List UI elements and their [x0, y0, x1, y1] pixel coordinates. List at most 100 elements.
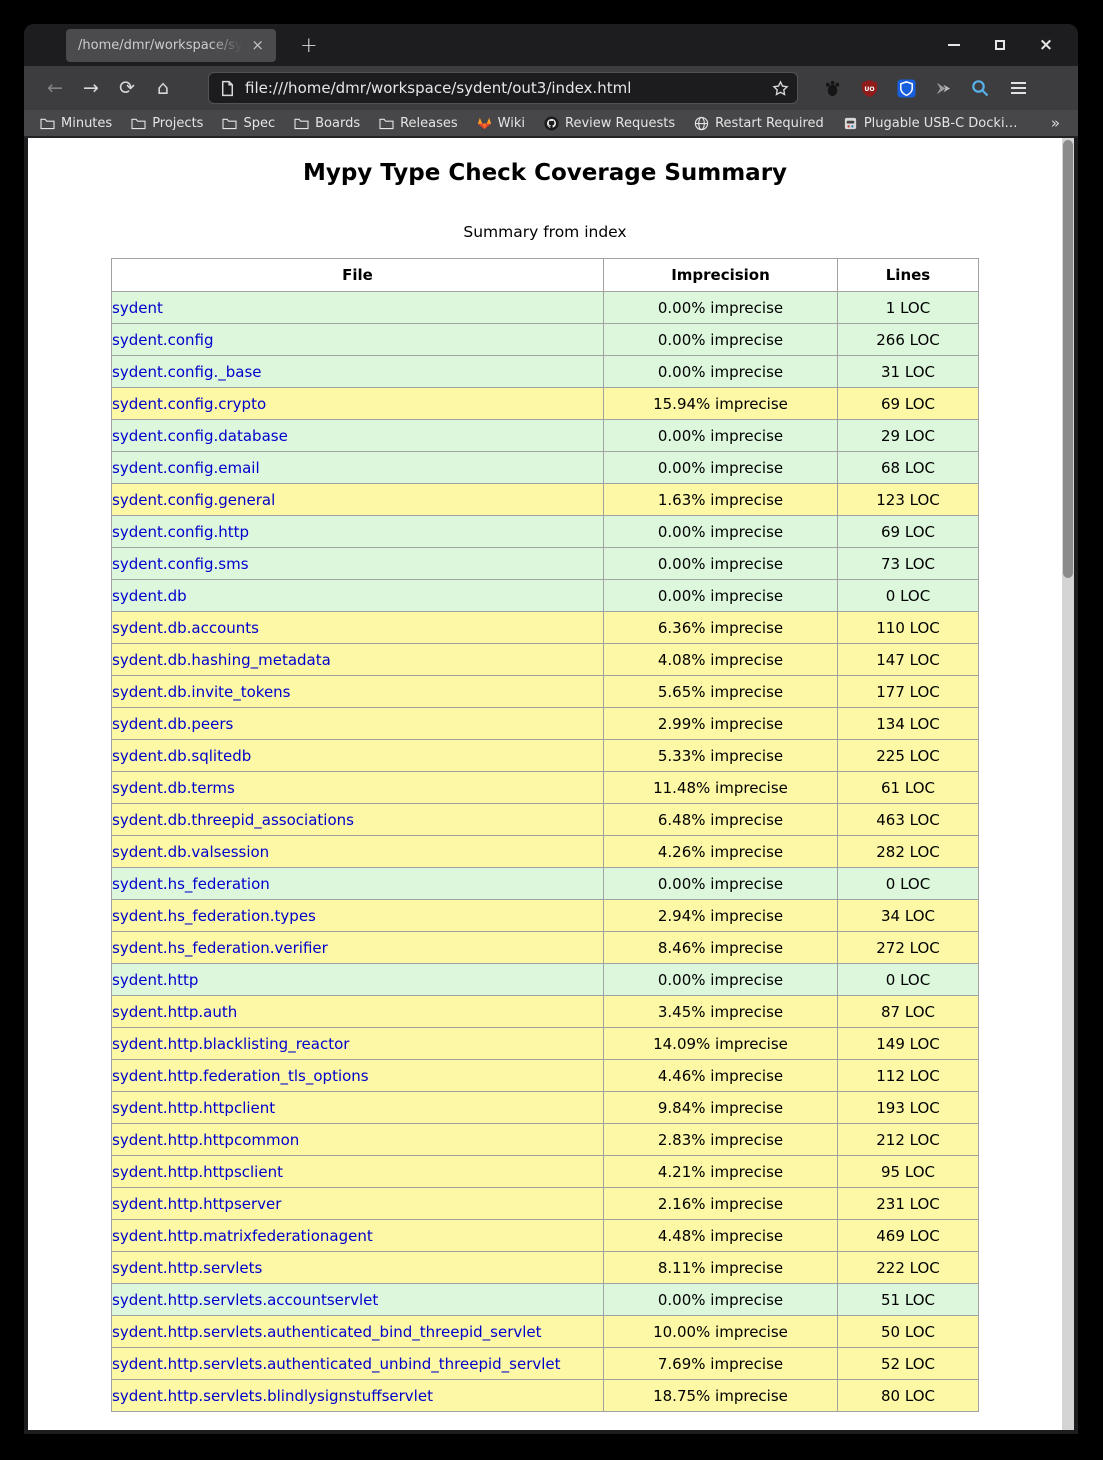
folder-icon [40, 118, 55, 129]
send-arrow-icon[interactable] [933, 78, 953, 98]
bookmark-plugable-dock[interactable]: Plugable USB-C Docki… [843, 116, 1018, 131]
file-link[interactable]: sydent.http.servlets.accountservlet [112, 1290, 379, 1309]
file-link[interactable]: sydent.http.auth [112, 1002, 238, 1021]
menu-button[interactable] [1007, 78, 1030, 98]
file-link[interactable]: sydent.hs_federation.types [112, 906, 316, 925]
minimize-button[interactable] [942, 33, 966, 57]
file-link[interactable]: sydent.hs_federation.verifier [112, 938, 328, 957]
file-link[interactable]: sydent.http.servlets.blindlysignstuffser… [112, 1386, 433, 1405]
lines-cell: 177 LOC [837, 675, 979, 708]
file-link[interactable]: sydent.config.crypto [112, 394, 267, 413]
table-row: sydent.http 0.00% imprecise 0 LOC [111, 963, 979, 996]
file-cell: sydent.db.peers [111, 707, 604, 740]
file-cell: sydent.hs_federation.types [111, 899, 604, 932]
search-icon[interactable] [970, 78, 990, 98]
file-link[interactable]: sydent.db.sqlitedb [112, 746, 252, 765]
reload-button[interactable]: ⟳ [119, 77, 135, 99]
file-link[interactable]: sydent.db.peers [112, 714, 234, 733]
url-bar[interactable]: file:///home/dmr/workspace/sydent/out3/i… [208, 72, 798, 104]
imprecision-cell: 0.00% imprecise [603, 419, 838, 452]
lines-cell: 225 LOC [837, 739, 979, 772]
imprecision-cell: 18.75% imprecise [603, 1379, 838, 1412]
menu-icon [1011, 82, 1026, 84]
tab-close-icon[interactable]: × [251, 35, 264, 54]
maximize-button[interactable] [988, 33, 1012, 57]
file-link[interactable]: sydent.config [112, 330, 214, 349]
browser-tab[interactable]: /home/dmr/workspace/syden × [66, 28, 276, 62]
imprecision-cell: 10.00% imprecise [603, 1315, 838, 1348]
file-link[interactable]: sydent.db.valsession [112, 842, 270, 861]
file-cell: sydent.config._base [111, 355, 604, 388]
file-link[interactable]: sydent.config.email [112, 458, 260, 477]
file-link[interactable]: sydent.config.sms [112, 554, 249, 573]
file-link[interactable]: sydent.http.matrixfederationagent [112, 1226, 373, 1245]
file-cell: sydent.config.general [111, 483, 604, 516]
globe-icon [694, 116, 709, 130]
new-tab-button[interactable]: + [300, 33, 318, 57]
lines-cell: 34 LOC [837, 899, 979, 932]
back-button[interactable]: ← [47, 77, 63, 99]
bookmark-star-icon[interactable] [772, 79, 789, 97]
bookmark-restart-required[interactable]: Restart Required [694, 116, 824, 131]
bookmarks-overflow-chevron[interactable]: » [1050, 114, 1060, 132]
file-link[interactable]: sydent.config.database [112, 426, 288, 445]
imprecision-cell: 2.83% imprecise [603, 1123, 838, 1156]
bitwarden-icon[interactable] [896, 78, 916, 98]
file-link[interactable]: sydent.db.accounts [112, 618, 259, 637]
window-controls: × [942, 33, 1078, 57]
imprecision-cell: 4.48% imprecise [603, 1219, 838, 1252]
bookmark-review-requests[interactable]: Review Requests [544, 116, 675, 131]
file-link[interactable]: sydent.db [112, 586, 187, 605]
table-header-row: File Imprecision Lines [111, 258, 979, 292]
table-row: sydent.config._base 0.00% imprecise 31 L… [111, 355, 979, 388]
close-button[interactable]: × [1034, 33, 1058, 57]
close-icon: × [1038, 34, 1054, 55]
file-link[interactable]: sydent.db.terms [112, 778, 235, 797]
bookmark-wiki[interactable]: Wiki [477, 116, 525, 131]
ublock-origin-icon[interactable]: UO [859, 78, 879, 98]
lines-cell: 68 LOC [837, 451, 979, 484]
forward-button[interactable]: → [83, 77, 99, 99]
table-row: sydent.http.blacklisting_reactor 14.09% … [111, 1027, 979, 1060]
file-link[interactable]: sydent [112, 298, 163, 317]
file-link[interactable]: sydent.http.servlets [112, 1258, 263, 1277]
lines-cell: 222 LOC [837, 1251, 979, 1284]
file-link[interactable]: sydent.http.federation_tls_options [112, 1066, 369, 1085]
file-link[interactable]: sydent.db.threepid_associations [112, 810, 354, 829]
table-row: sydent.hs_federation.types 2.94% impreci… [111, 899, 979, 932]
file-link[interactable]: sydent.db.hashing_metadata [112, 650, 331, 669]
gnome-foot-icon[interactable] [822, 78, 842, 98]
home-button[interactable]: ⌂ [156, 77, 170, 99]
file-link[interactable]: sydent.http.httpclient [112, 1098, 276, 1117]
bookmark-minutes[interactable]: Minutes [40, 116, 112, 131]
bookmark-projects[interactable]: Projects [131, 116, 203, 131]
file-link[interactable]: sydent.http.httpcommon [112, 1130, 300, 1149]
vertical-scrollbar[interactable] [1062, 138, 1074, 1430]
bookmark-spec[interactable]: Spec [222, 116, 275, 131]
scrollbar-thumb[interactable] [1063, 140, 1073, 578]
file-link[interactable]: sydent.db.invite_tokens [112, 682, 291, 701]
url-text[interactable]: file:///home/dmr/workspace/sydent/out3/i… [245, 79, 632, 97]
file-link[interactable]: sydent.http.blacklisting_reactor [112, 1034, 350, 1053]
lines-cell: 0 LOC [837, 867, 979, 900]
imprecision-cell: 5.33% imprecise [603, 739, 838, 772]
file-link[interactable]: sydent.http.httpsclient [112, 1162, 283, 1181]
file-link[interactable]: sydent.http.httpserver [112, 1194, 282, 1213]
file-link[interactable]: sydent.config._base [112, 362, 262, 381]
file-link[interactable]: sydent.http.servlets.authenticated_bind_… [112, 1322, 542, 1341]
folder-icon [131, 118, 146, 129]
file-link[interactable]: sydent.http.servlets.authenticated_unbin… [112, 1354, 561, 1373]
bookmark-boards[interactable]: Boards [294, 116, 360, 131]
folder-icon [379, 118, 394, 129]
github-icon [544, 115, 559, 131]
imprecision-cell: 0.00% imprecise [603, 547, 838, 580]
lines-cell: 110 LOC [837, 611, 979, 644]
bookmark-releases[interactable]: Releases [379, 116, 458, 131]
file-link[interactable]: sydent.config.general [112, 490, 276, 509]
table-row: sydent.http.httpclient 9.84% imprecise 1… [111, 1091, 979, 1124]
file-link[interactable]: sydent.config.http [112, 522, 250, 541]
table-row: sydent.config.email 0.00% imprecise 68 L… [111, 451, 979, 484]
table-row: sydent.http.servlets.accountservlet 0.00… [111, 1283, 979, 1316]
file-link[interactable]: sydent.hs_federation [112, 874, 270, 893]
file-link[interactable]: sydent.http [112, 970, 199, 989]
